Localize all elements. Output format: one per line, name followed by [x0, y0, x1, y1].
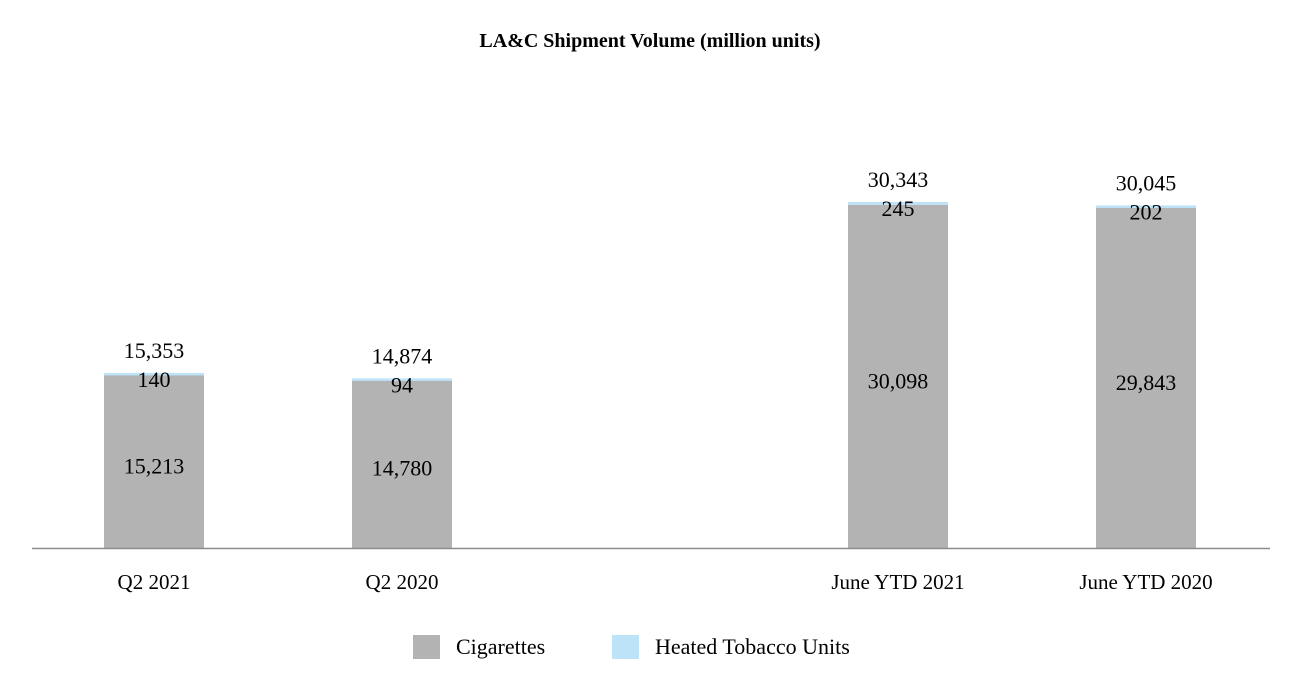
data-label-cigarettes: 29,843	[1116, 370, 1177, 395]
data-label-heated-tobacco: 94	[391, 372, 413, 397]
bar-cigarettes	[1096, 207, 1196, 548]
legend-item-cigarettes: Cigarettes	[413, 634, 545, 660]
data-label-total: 14,874	[372, 343, 433, 368]
legend-label: Cigarettes	[456, 634, 546, 659]
bar-heated-tobacco	[848, 202, 948, 205]
data-label-heated-tobacco: 245	[882, 196, 915, 221]
bar-heated-tobacco	[1096, 205, 1196, 208]
legend-swatch-cigarettes	[413, 635, 440, 659]
data-label-total: 30,045	[1116, 170, 1177, 195]
data-label-cigarettes: 14,780	[372, 456, 433, 481]
data-label-cigarettes: 15,213	[124, 453, 185, 478]
legend-item-heated-tobacco: Heated Tobacco Units	[612, 634, 850, 660]
chart-title: LA&C Shipment Volume (million units)	[479, 30, 821, 52]
bar-cigarettes	[848, 204, 948, 548]
x-tick-label: June YTD 2020	[1079, 570, 1212, 594]
data-label-total: 15,353	[124, 338, 185, 363]
x-tick-label: June YTD 2021	[831, 570, 964, 594]
bar-cigarettes	[104, 374, 204, 548]
x-tick-label: Q2 2020	[366, 570, 439, 594]
bar-heated-tobacco	[352, 378, 452, 381]
bar-cigarettes	[352, 379, 452, 548]
data-label-heated-tobacco: 140	[138, 367, 171, 392]
data-label-cigarettes: 30,098	[868, 368, 929, 393]
legend-swatch-heated-tobacco	[612, 635, 639, 659]
data-label-total: 30,343	[868, 167, 929, 192]
legend-label: Heated Tobacco Units	[655, 634, 850, 659]
x-tick-label: Q2 2021	[118, 570, 191, 594]
bar-heated-tobacco	[104, 372, 204, 376]
chart-plot: 15,213 140 15,353 Q2 2021 14,780 94 14,874 Q2 2…	[32, 167, 1270, 594]
data-label-heated-tobacco: 202	[1130, 199, 1163, 224]
